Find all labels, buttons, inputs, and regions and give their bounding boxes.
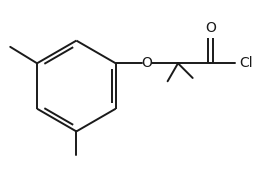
Text: O: O xyxy=(141,56,152,70)
Text: O: O xyxy=(205,21,216,35)
Text: Cl: Cl xyxy=(239,56,253,70)
